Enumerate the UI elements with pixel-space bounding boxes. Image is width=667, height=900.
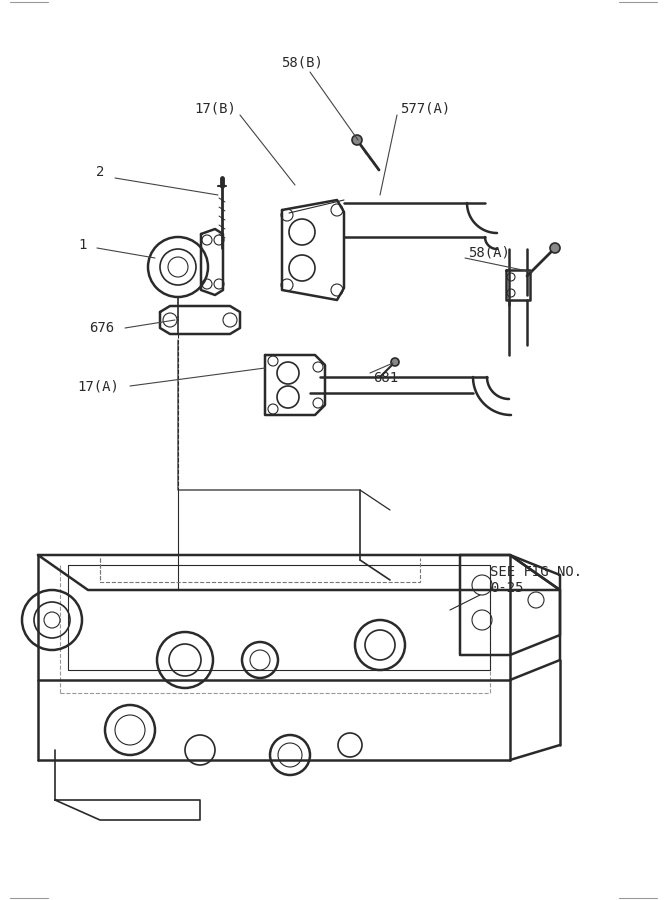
- Text: 577(A): 577(A): [400, 101, 450, 115]
- Circle shape: [550, 243, 560, 253]
- Text: 2: 2: [96, 165, 104, 179]
- Circle shape: [391, 358, 399, 366]
- Text: 58(B): 58(B): [281, 55, 323, 69]
- Text: 1: 1: [78, 238, 86, 252]
- Text: SEE FIG NO.
0-25: SEE FIG NO. 0-25: [490, 565, 582, 595]
- Text: 58(A): 58(A): [468, 246, 510, 260]
- Text: 681: 681: [373, 371, 398, 385]
- Text: 17(A): 17(A): [77, 379, 119, 393]
- Circle shape: [352, 135, 362, 145]
- Text: 676: 676: [89, 321, 115, 335]
- Text: 17(B): 17(B): [194, 101, 236, 115]
